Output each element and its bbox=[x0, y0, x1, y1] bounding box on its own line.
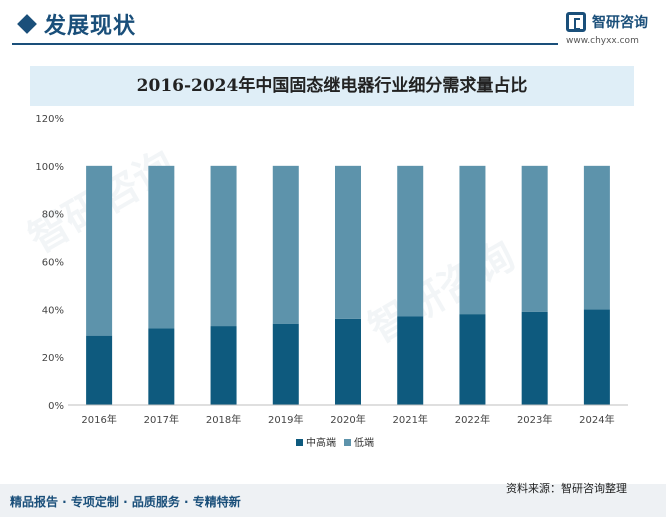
bar-high-end bbox=[583, 309, 610, 405]
bar-high-end bbox=[397, 316, 424, 405]
section-title: 发展现状 bbox=[44, 14, 137, 39]
legend-swatch bbox=[296, 439, 303, 446]
y-tick-label: 20% bbox=[42, 353, 64, 364]
footer-slogan: 精品报告 · 专项定制 · 品质服务 · 专精特新 bbox=[10, 495, 241, 509]
y-tick-label: 60% bbox=[42, 258, 64, 269]
y-tick-label: 40% bbox=[42, 305, 64, 316]
x-tick-label: 2019年 bbox=[268, 413, 303, 426]
chart-title: 2016-2024年中国固态继电器行业细分需求量占比 bbox=[136, 76, 528, 96]
legend-label: 中高端 bbox=[306, 436, 336, 449]
x-tick-label: 2024年 bbox=[579, 413, 614, 426]
bars bbox=[86, 165, 610, 405]
x-tick-label: 2023年 bbox=[517, 413, 552, 426]
bar-low-end bbox=[583, 165, 610, 310]
footer-band bbox=[0, 484, 666, 517]
x-tick-label: 2021年 bbox=[392, 413, 427, 426]
bar-low-end bbox=[210, 165, 237, 327]
header: 发展现状 智研咨询 www.chyxx.com bbox=[0, 0, 666, 50]
x-axis: 2016年 2017年 2018年 2019年 2020年 2021年 2022年 2023年… bbox=[68, 404, 628, 426]
x-tick-label: 2017年 bbox=[144, 413, 179, 426]
legend-swatch bbox=[344, 439, 351, 446]
legend-label: 低端 bbox=[354, 436, 374, 449]
bar-high-end bbox=[459, 314, 486, 405]
y-axis: 0% 20% 40% 60% 80% 100% 120% bbox=[35, 114, 64, 412]
bar-high-end bbox=[335, 318, 361, 405]
bar-high-end bbox=[148, 328, 175, 405]
bar-high-end bbox=[210, 326, 237, 405]
bar-high-end bbox=[521, 311, 548, 405]
bar-low-end bbox=[521, 165, 548, 312]
brand-url: www.chyxx.com bbox=[566, 36, 639, 46]
legend: 中高端 低端 bbox=[296, 436, 374, 449]
bar-low-end bbox=[459, 165, 486, 315]
x-tick-label: 2016年 bbox=[81, 413, 116, 426]
bar-low-end bbox=[148, 165, 175, 329]
y-tick-label: 120% bbox=[35, 114, 64, 125]
x-tick-label: 2018年 bbox=[206, 413, 241, 426]
y-tick-label: 80% bbox=[42, 210, 64, 221]
y-tick-label: 100% bbox=[35, 162, 64, 173]
source-note: 资料来源：智研咨询整理 bbox=[506, 482, 627, 495]
stacked-bar-chart: 0%20%40%60%80%100%120% 2016年 2017年 2018年 20… bbox=[35, 114, 628, 449]
chart-title-box: 2016-2024年中国固态继电器行业细分需求量占比 bbox=[30, 66, 634, 106]
y-tick-label: 0% bbox=[48, 401, 64, 412]
bar-low-end bbox=[86, 165, 113, 336]
brand-logo: 智研咨询 bbox=[566, 12, 648, 32]
bar-low-end bbox=[335, 165, 361, 319]
bar-low-end bbox=[272, 165, 299, 324]
x-tick-label: 2020年 bbox=[330, 413, 365, 426]
header-divider bbox=[12, 43, 558, 45]
bar-low-end bbox=[397, 165, 424, 317]
brand-logo-icon bbox=[566, 12, 586, 32]
bar-high-end bbox=[272, 323, 299, 405]
x-tick-label: 2022年 bbox=[455, 413, 490, 426]
diamond-icon bbox=[17, 14, 37, 34]
bar-high-end bbox=[86, 335, 113, 405]
brand-name: 智研咨询 bbox=[592, 15, 648, 31]
